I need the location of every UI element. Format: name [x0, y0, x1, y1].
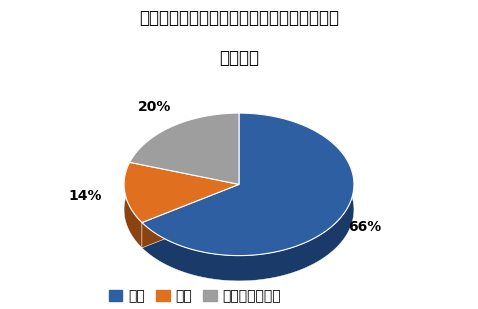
Text: 足度調査: 足度調査	[219, 49, 259, 67]
Polygon shape	[124, 162, 239, 222]
Text: インプレッサスポーツの運転＆走行性能の満: インプレッサスポーツの運転＆走行性能の満	[139, 9, 339, 27]
Text: 20%: 20%	[138, 99, 171, 113]
Legend: 満足, 不満, どちらでもない: 満足, 不満, どちらでもない	[103, 284, 287, 309]
Polygon shape	[124, 162, 142, 248]
Polygon shape	[130, 113, 239, 184]
Polygon shape	[130, 162, 239, 210]
Polygon shape	[142, 113, 354, 281]
Polygon shape	[142, 113, 354, 256]
Polygon shape	[142, 184, 239, 248]
Polygon shape	[142, 184, 239, 248]
Text: 66%: 66%	[348, 220, 381, 234]
Polygon shape	[130, 113, 239, 188]
Text: 14%: 14%	[68, 189, 102, 203]
Polygon shape	[130, 162, 239, 210]
